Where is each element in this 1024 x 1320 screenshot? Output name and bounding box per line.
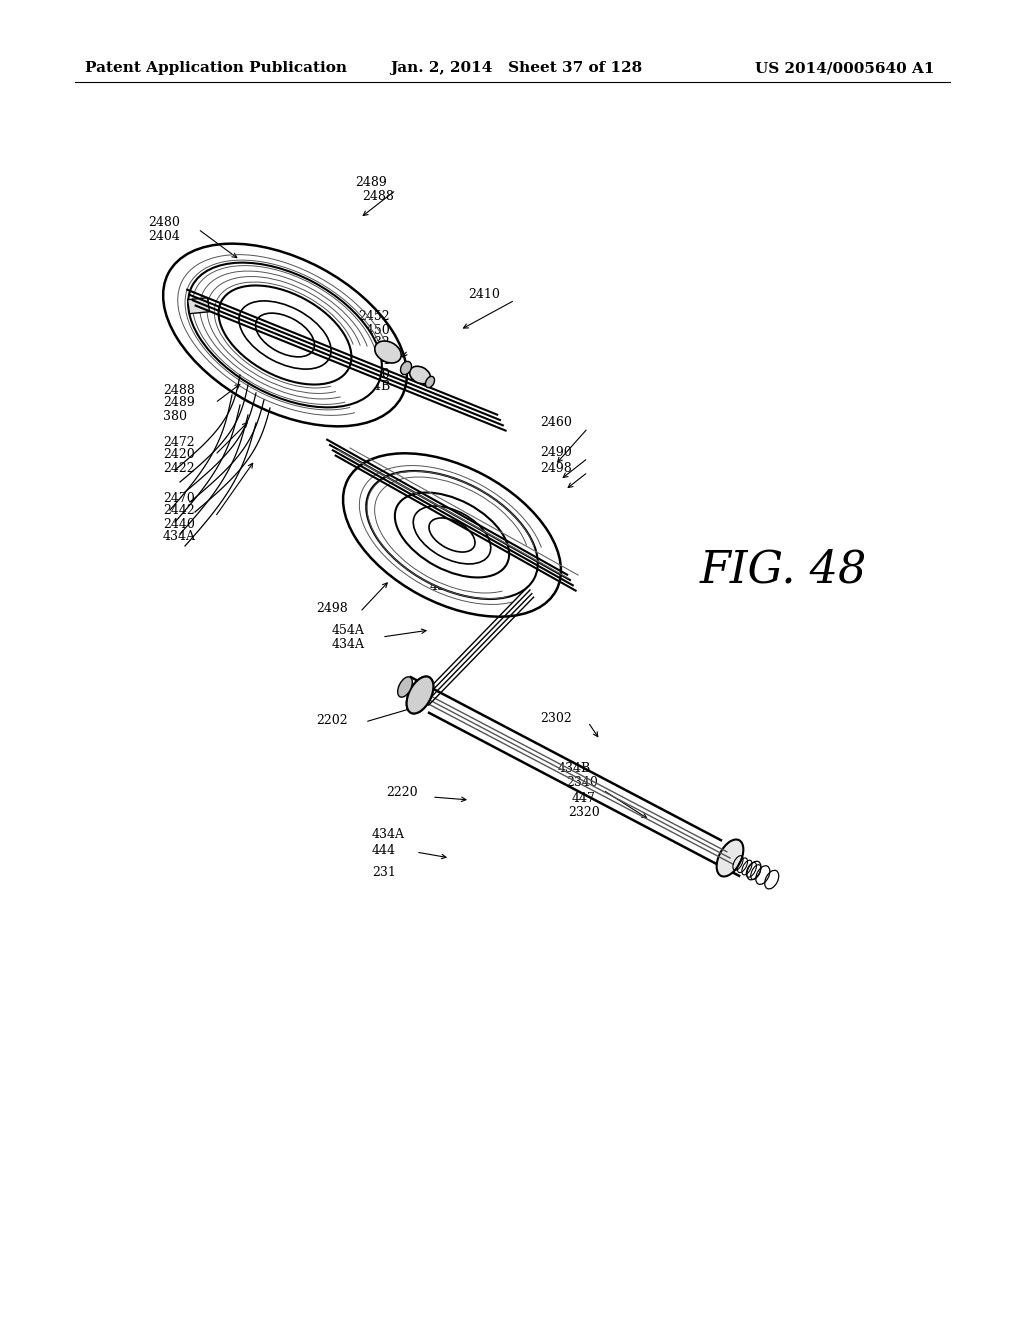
- Text: 2474: 2474: [358, 355, 390, 367]
- Text: 2320: 2320: [568, 807, 600, 820]
- Ellipse shape: [375, 341, 401, 363]
- Text: 2442: 2442: [163, 504, 195, 517]
- Text: 434B: 434B: [430, 581, 463, 594]
- Ellipse shape: [429, 517, 475, 552]
- Text: Jan. 2, 2014   Sheet 37 of 128: Jan. 2, 2014 Sheet 37 of 128: [390, 61, 642, 75]
- Text: 2410: 2410: [468, 289, 500, 301]
- Text: 2488: 2488: [163, 384, 195, 396]
- Ellipse shape: [343, 453, 561, 616]
- Text: 2498: 2498: [540, 462, 571, 474]
- Text: 454B: 454B: [430, 566, 463, 579]
- Ellipse shape: [367, 471, 538, 599]
- Text: 2404: 2404: [148, 231, 180, 243]
- Polygon shape: [187, 298, 210, 314]
- Text: 447: 447: [572, 792, 596, 804]
- Text: 2490: 2490: [540, 446, 571, 459]
- Ellipse shape: [256, 313, 314, 356]
- Ellipse shape: [414, 506, 490, 564]
- Text: 2220: 2220: [386, 787, 418, 800]
- Text: 2460: 2460: [540, 416, 571, 429]
- Ellipse shape: [218, 285, 351, 384]
- Ellipse shape: [395, 492, 509, 577]
- Text: 2470: 2470: [163, 491, 195, 504]
- Text: 231: 231: [372, 866, 396, 879]
- Text: 434A: 434A: [332, 639, 365, 652]
- Text: 2452: 2452: [358, 310, 389, 323]
- Text: 2422: 2422: [163, 462, 195, 474]
- Text: 2440: 2440: [163, 517, 195, 531]
- Text: 2498: 2498: [316, 602, 348, 615]
- Ellipse shape: [407, 676, 433, 714]
- Ellipse shape: [188, 263, 382, 408]
- Ellipse shape: [163, 244, 407, 426]
- Text: 380: 380: [163, 411, 187, 424]
- Text: 434A: 434A: [372, 829, 406, 842]
- Ellipse shape: [410, 366, 430, 384]
- Text: 2489: 2489: [355, 177, 387, 190]
- Text: 2432: 2432: [358, 337, 390, 350]
- Text: 2202: 2202: [316, 714, 347, 726]
- Text: 2472: 2472: [163, 436, 195, 449]
- Text: 434A: 434A: [163, 531, 196, 544]
- Ellipse shape: [239, 301, 331, 370]
- Text: 2420: 2420: [163, 449, 195, 462]
- Ellipse shape: [717, 840, 743, 876]
- Text: 2489: 2489: [163, 396, 195, 409]
- Ellipse shape: [400, 362, 412, 375]
- Text: 2450: 2450: [358, 323, 390, 337]
- Text: 454A: 454A: [332, 623, 365, 636]
- Ellipse shape: [426, 376, 434, 388]
- Text: FIG. 48: FIG. 48: [700, 548, 867, 591]
- Text: 2302: 2302: [540, 711, 571, 725]
- Text: US 2014/0005640 A1: US 2014/0005640 A1: [755, 61, 935, 75]
- Text: 434B: 434B: [558, 762, 591, 775]
- Text: 444: 444: [372, 843, 396, 857]
- Text: 2480: 2480: [148, 215, 180, 228]
- Text: 2430: 2430: [358, 367, 390, 380]
- Text: 2488: 2488: [362, 190, 394, 203]
- Ellipse shape: [407, 676, 433, 714]
- Ellipse shape: [397, 677, 413, 697]
- Text: 434B: 434B: [358, 380, 391, 393]
- Text: Patent Application Publication: Patent Application Publication: [85, 61, 347, 75]
- Text: 2340: 2340: [566, 776, 598, 789]
